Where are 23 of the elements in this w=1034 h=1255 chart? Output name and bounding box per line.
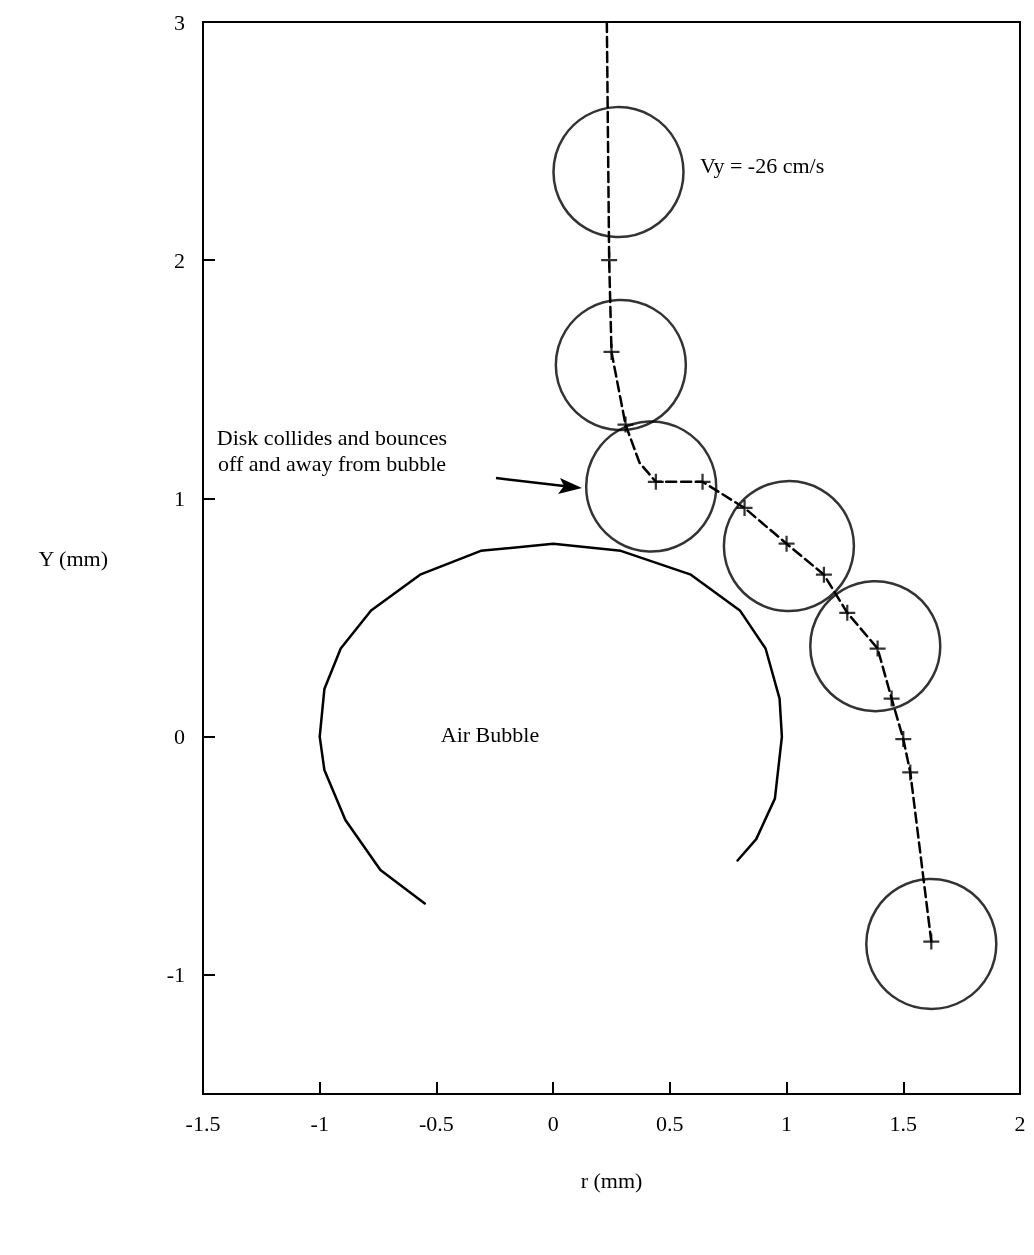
y-tick-label: 2	[174, 247, 185, 273]
x-tick-label: -0.5	[419, 1110, 454, 1136]
x-tick-label: 1	[781, 1110, 793, 1136]
x-tick-label: 0.5	[656, 1110, 684, 1136]
y-axis-title: Y (mm)	[38, 545, 108, 571]
x-tick-label: -1	[310, 1110, 329, 1136]
annotation: Disk collides and bounces off and away from bubble	[215, 425, 449, 478]
annotation: Air Bubble	[439, 722, 541, 749]
x-tick-label: 1.5	[889, 1110, 918, 1136]
x-tick-label: 2	[1014, 1110, 1026, 1136]
x-tick-label: 0	[547, 1110, 559, 1136]
line-series	[318, 542, 784, 905]
point	[883, 690, 900, 707]
y-tick-label: -1	[166, 962, 185, 988]
x-tick-label: -1.5	[185, 1110, 221, 1136]
point	[869, 640, 886, 657]
y-tick-label: 1	[174, 485, 185, 511]
annotation: Vy = -26 cm/s	[700, 153, 826, 180]
y-tick-label: 0	[174, 724, 185, 750]
point	[778, 535, 795, 552]
x-axis-title: r (mm)	[580, 1167, 643, 1193]
point	[736, 499, 753, 516]
y-tick-label: 3	[174, 9, 185, 35]
